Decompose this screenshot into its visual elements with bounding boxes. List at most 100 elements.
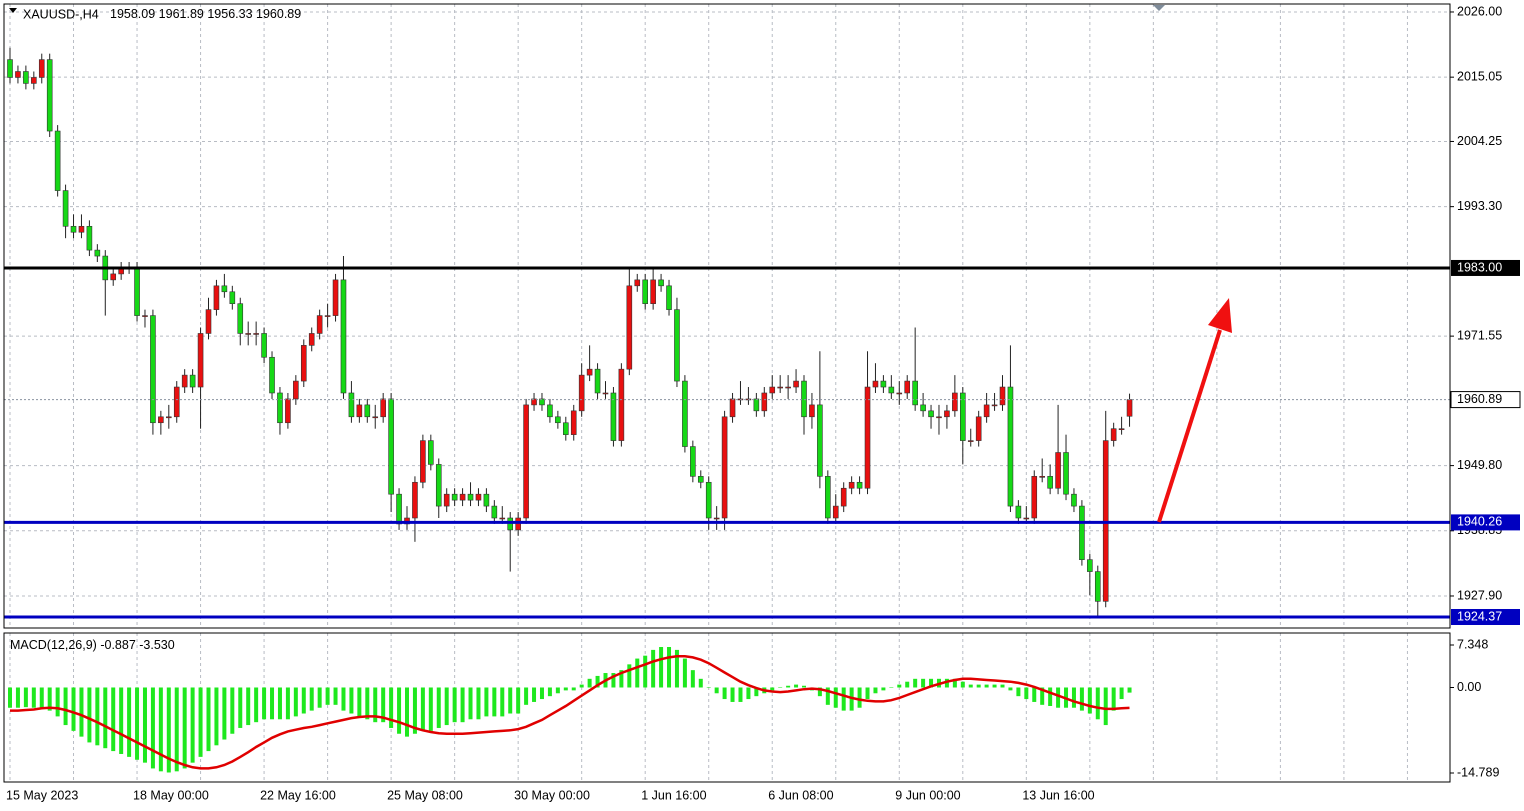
histogram-bar [778, 687, 783, 688]
candle-body [428, 440, 434, 465]
histogram-bar [420, 687, 425, 731]
histogram-bar [794, 684, 799, 688]
signal-line [10, 655, 1130, 770]
candle-body [237, 303, 244, 334]
x-tick-label: 30 May 00:00 [514, 788, 590, 802]
histogram-bar [841, 687, 846, 711]
histogram-bar [436, 687, 441, 728]
candle-body [372, 416, 379, 419]
grid: 2026.00 2015.05 2004.25 1993.30 1971.55 1949.… [4, 4, 1502, 802]
candle-body [420, 440, 426, 483]
histogram-bar [309, 687, 314, 711]
candle-body [134, 267, 140, 316]
histogram-bar [865, 687, 870, 700]
histogram-bar [992, 684, 997, 688]
histogram-bar [944, 678, 949, 688]
histogram-bar [182, 687, 187, 769]
candle-body [578, 374, 585, 412]
histogram-bar [913, 678, 918, 688]
level-label: 1983.00 [1457, 260, 1502, 274]
candle-body [610, 392, 617, 441]
histogram-bar [770, 687, 775, 691]
histogram-bar [460, 687, 465, 723]
histogram-bar [508, 687, 513, 714]
candle-body [697, 476, 704, 483]
histogram-bar [127, 687, 132, 757]
y-tick-label: 2015.05 [1457, 69, 1502, 83]
histogram-bar [825, 687, 830, 705]
histogram-bar [174, 687, 179, 772]
histogram-bar [857, 687, 862, 708]
candle-body [150, 315, 156, 424]
histogram-bar [817, 687, 822, 697]
histogram-bar [1048, 687, 1053, 706]
candle-body [70, 225, 77, 233]
candle-body [952, 392, 958, 412]
candle-body [666, 285, 672, 310]
y-tick-label: 2004.25 [1457, 134, 1502, 148]
histogram-bar [643, 655, 648, 688]
arrow-head [1208, 298, 1232, 333]
histogram-bar [659, 647, 664, 688]
histogram-bar [984, 684, 989, 688]
candle-body [38, 59, 45, 78]
histogram-bar [301, 687, 306, 714]
candle-body [261, 333, 267, 358]
candle-body [1015, 505, 1022, 519]
histogram-bar [611, 673, 616, 688]
candle-body [324, 315, 331, 317]
candle-body [848, 481, 855, 489]
histogram-bar [619, 670, 624, 688]
candle-body [221, 285, 228, 293]
x-tick-label: 15 May 2023 [6, 788, 78, 802]
candle-body [634, 279, 641, 287]
candle-body [912, 380, 918, 406]
candle-body [483, 493, 490, 507]
histogram-bar [95, 687, 100, 746]
histogram-bar [976, 684, 981, 688]
overlay: XAUUSD-,H4 1958.09 1961.89 1956.33 1960.… [3, 3, 1521, 783]
candle-body [1118, 428, 1125, 430]
histogram-bar [595, 675, 600, 688]
shift-marker [1153, 5, 1165, 11]
histogram-bar [389, 687, 394, 728]
candle-body [801, 380, 807, 418]
candle-body [936, 416, 942, 419]
candle-body [975, 416, 982, 441]
x-tick-label: 9 Jun 00:00 [895, 788, 960, 802]
x-tick-label: 22 May 16:00 [260, 788, 336, 802]
candle-body [626, 285, 633, 370]
histogram-bar [905, 681, 910, 688]
candle-body [1079, 505, 1085, 560]
histogram-bar [47, 687, 52, 711]
candle-body [300, 345, 307, 382]
candle-body [777, 386, 783, 389]
candle-body [562, 422, 569, 435]
candle-body [1039, 476, 1045, 478]
histogram-bar [635, 658, 640, 688]
histogram-bar [881, 687, 886, 691]
level-label: 1924.37 [1457, 609, 1502, 623]
candle-body [435, 464, 442, 507]
histogram-bar [349, 687, 354, 714]
candle-body [872, 380, 879, 388]
candle-body [253, 333, 259, 335]
candle-body [920, 404, 926, 412]
candle-body [547, 404, 553, 418]
candle-body [229, 291, 236, 304]
histogram-bar [968, 684, 973, 688]
candle-body [23, 71, 29, 84]
histogram-bar [55, 687, 60, 717]
histogram-bar [738, 687, 743, 702]
histogram-bar [365, 687, 370, 720]
histogram-bar [690, 670, 695, 688]
candle-body [340, 279, 347, 394]
candle-body [1087, 559, 1093, 572]
candle-body [380, 398, 386, 418]
histogram-bar [341, 687, 346, 711]
candle-body [166, 416, 172, 419]
histogram-bar [412, 687, 417, 734]
candle-body [15, 71, 21, 78]
candle-body [515, 517, 521, 531]
candle-body [856, 481, 863, 489]
